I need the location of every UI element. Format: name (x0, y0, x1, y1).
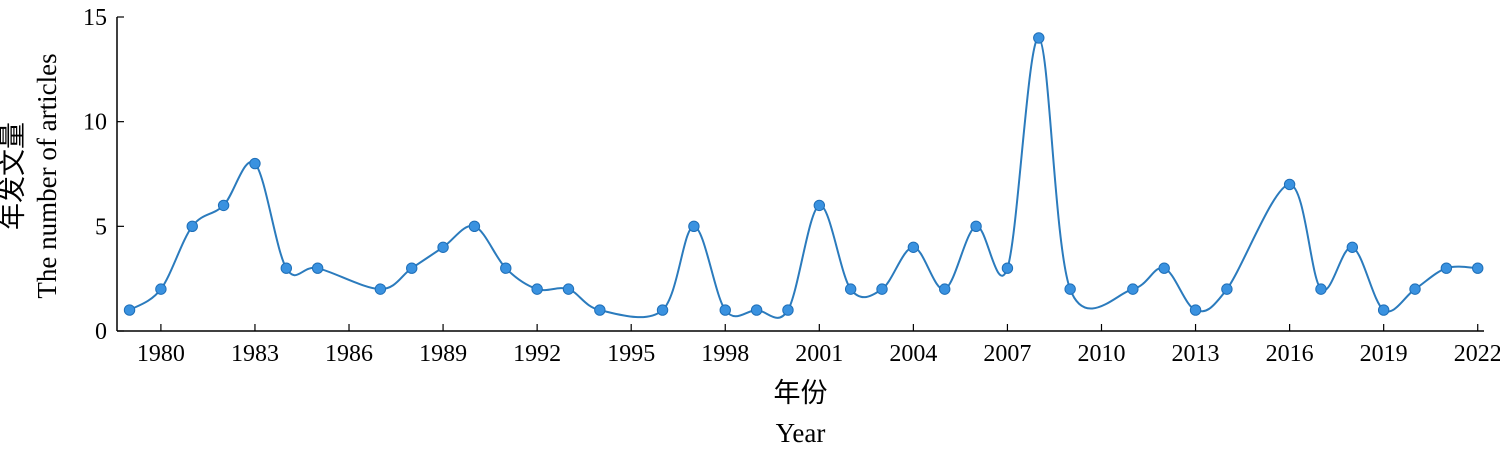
data-point-marker (1065, 284, 1075, 294)
data-point-marker (783, 305, 793, 315)
data-point-marker (218, 200, 228, 210)
data-point-marker (124, 305, 134, 315)
data-point-marker (250, 158, 260, 168)
data-point-marker (751, 305, 761, 315)
data-point-marker (501, 263, 511, 273)
data-point-marker (438, 242, 448, 252)
series-line (130, 38, 1478, 318)
data-point-marker (971, 221, 981, 231)
x-tick-label: 2007 (983, 341, 1031, 367)
data-point-marker (187, 221, 197, 231)
x-tick-label: 1995 (607, 341, 655, 367)
data-point-marker (156, 284, 166, 294)
data-point-marker (1284, 179, 1294, 189)
x-tick-label: 2001 (795, 341, 843, 367)
series-group (124, 33, 1483, 318)
data-point-marker (657, 305, 667, 315)
data-point-marker (1190, 305, 1200, 315)
y-tick-label: 5 (95, 214, 107, 240)
x-axis-title-english: Year (776, 418, 826, 448)
x-tick-label: 2022 (1454, 341, 1500, 367)
data-point-marker (1034, 33, 1044, 43)
data-point-marker (1316, 284, 1326, 294)
data-point-marker (281, 263, 291, 273)
data-point-marker (1378, 305, 1388, 315)
data-point-marker (1441, 263, 1451, 273)
x-tick-label: 1986 (325, 341, 373, 367)
data-point-marker (814, 200, 824, 210)
y-axis-title-english: The number of articles (32, 53, 62, 298)
y-tick-label: 10 (83, 110, 107, 136)
x-tick-label: 1989 (419, 341, 467, 367)
x-tick-label: 2010 (1077, 341, 1125, 367)
data-point-marker (720, 305, 730, 315)
data-point-marker (1002, 263, 1012, 273)
data-point-marker (407, 263, 417, 273)
x-tick-label: 2013 (1172, 341, 1220, 367)
x-tick-label: 1998 (701, 341, 749, 367)
x-tick-label: 2016 (1266, 341, 1314, 367)
data-point-marker (1128, 284, 1138, 294)
x-tick-label: 2004 (889, 341, 937, 367)
data-point-marker (1473, 263, 1483, 273)
axes (117, 17, 1484, 331)
data-point-marker (375, 284, 385, 294)
y-tick-label: 15 (83, 5, 107, 31)
x-tick-label: 1992 (513, 341, 561, 367)
data-point-marker (469, 221, 479, 231)
data-point-marker (940, 284, 950, 294)
data-point-marker (312, 263, 322, 273)
data-point-marker (563, 284, 573, 294)
data-point-marker (845, 284, 855, 294)
data-point-marker (908, 242, 918, 252)
data-point-marker (532, 284, 542, 294)
x-tick-label: 1980 (137, 341, 185, 367)
data-point-marker (1410, 284, 1420, 294)
y-tick-label: 0 (95, 319, 107, 345)
data-point-marker (689, 221, 699, 231)
x-axis-title-chinese: 年份 (774, 378, 828, 408)
y-axis-ticks: 0 5 10 15 (83, 5, 124, 345)
data-point-marker (595, 305, 605, 315)
data-point-marker (1159, 263, 1169, 273)
y-axis-title-chinese: 年发文量 (0, 122, 28, 230)
x-tick-label: 2019 (1360, 341, 1408, 367)
data-point-marker (877, 284, 887, 294)
x-tick-label: 1983 (231, 341, 279, 367)
data-point-marker (1222, 284, 1232, 294)
data-point-marker (1347, 242, 1357, 252)
